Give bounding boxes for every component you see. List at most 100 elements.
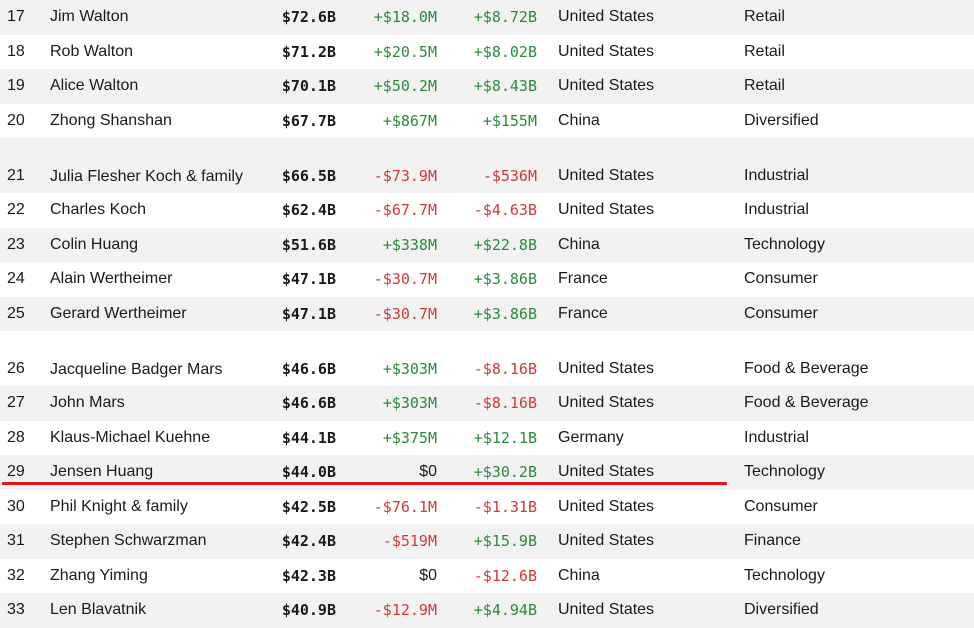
table-row[interactable]: 27 John Mars $46.6B +$303M -$8.16B Unite… — [0, 386, 974, 421]
industry-cell: Retail — [744, 8, 785, 25]
table-row[interactable]: 25 Gerard Wertheimer $47.1B -$30.7M +$3.… — [0, 296, 974, 331]
industry-cell: Industrial — [744, 201, 809, 218]
industry-cell: Industrial — [744, 166, 809, 184]
ytd-change-cell: -$1.31B — [473, 497, 537, 516]
last-change-cell: -$12.9M — [373, 601, 437, 619]
rank-cell: 31 — [7, 532, 25, 549]
name-cell[interactable]: Phil Knight & family — [50, 497, 188, 515]
rank-cell: 23 — [7, 235, 25, 253]
last-change-cell: -$30.7M — [373, 270, 437, 288]
table-row[interactable]: 32 Zhang Yiming $42.3B $0 -$12.6B China … — [0, 558, 974, 593]
country-cell: United States — [558, 601, 655, 618]
industry-cell: Industrial — [744, 428, 809, 446]
name-cell[interactable]: Len Blavatnik — [50, 601, 147, 618]
name-cell[interactable]: Alice Walton — [50, 77, 139, 94]
ytd-change-cell: +$8.43B — [473, 77, 537, 95]
rank-cell: 26 — [7, 359, 25, 377]
last-change-cell: -$30.7M — [373, 304, 437, 323]
last-change-cell: +$20.5M — [373, 42, 437, 61]
rank-cell: 27 — [7, 394, 25, 411]
net-worth-cell: $47.1B — [281, 270, 336, 288]
name-cell[interactable]: Jensen Huang — [50, 463, 154, 480]
name-text: Julia Flesher Koch & family — [50, 168, 243, 185]
name-cell[interactable]: Gerard Wertheimer — [50, 304, 187, 322]
rank-cell: 21 — [7, 166, 25, 184]
last-change-cell: +$50.2M — [373, 77, 437, 95]
name-cell[interactable]: Jacqueline Badger Mars — [50, 331, 250, 386]
ytd-change-cell: +$4.94B — [473, 601, 537, 619]
rank-cell: 29 — [7, 463, 25, 480]
table-row[interactable]: 31 Stephen Schwarzman $42.4B -$519M +$15… — [0, 524, 974, 559]
country-cell: United States — [558, 497, 655, 515]
table-row[interactable]: 24 Alain Wertheimer $47.1B -$30.7M +$3.8… — [0, 262, 974, 297]
country-cell: United States — [558, 42, 655, 60]
rank-cell: 25 — [7, 304, 25, 322]
industry-cell: Technology — [744, 566, 825, 584]
net-worth-cell: $42.5B — [281, 497, 336, 516]
net-worth-cell: $44.0B — [281, 463, 336, 481]
last-change-cell: +$303M — [382, 394, 437, 412]
country-cell: United States — [558, 532, 655, 549]
net-worth-cell: $42.3B — [281, 566, 336, 585]
table-row[interactable]: 20 Zhong Shanshan $67.7B +$867M +$155M C… — [0, 103, 974, 138]
net-worth-cell: $46.6B — [281, 394, 336, 412]
industry-cell: Technology — [744, 235, 825, 253]
table-row[interactable]: 26 Jacqueline Badger Mars $46.6B +$303M … — [0, 331, 974, 386]
name-cell[interactable]: Alain Wertheimer — [50, 270, 173, 287]
net-worth-cell: $51.6B — [281, 235, 336, 254]
name-cell[interactable]: Julia Flesher Koch & family — [50, 138, 250, 193]
country-cell: United States — [558, 77, 655, 94]
country-cell: China — [558, 111, 600, 129]
country-cell: United States — [558, 166, 655, 184]
last-change-cell: $0 — [419, 463, 437, 480]
name-cell[interactable]: Klaus-Michael Kuehne — [50, 428, 211, 446]
name-cell[interactable]: Stephen Schwarzman — [50, 532, 207, 549]
industry-cell: Food & Beverage — [744, 359, 869, 377]
last-change-cell: -$519M — [382, 532, 437, 550]
industry-cell: Retail — [744, 42, 785, 60]
industry-cell: Diversified — [744, 601, 819, 618]
name-cell[interactable]: Colin Huang — [50, 235, 139, 253]
country-cell: China — [558, 235, 600, 253]
table-row[interactable]: 22 Charles Koch $62.4B -$67.7M -$4.63B U… — [0, 193, 974, 228]
net-worth-cell: $47.1B — [281, 304, 336, 323]
country-cell: United States — [558, 8, 655, 25]
name-cell[interactable]: Zhang Yiming — [50, 566, 148, 584]
country-cell: Germany — [558, 428, 624, 446]
highlight-underline — [2, 482, 727, 485]
table-row[interactable]: 21 Julia Flesher Koch & family $66.5B -$… — [0, 138, 974, 193]
table-row[interactable]: 23 Colin Huang $51.6B +$338M +$22.8B Chi… — [0, 227, 974, 262]
ytd-change-cell: -$536M — [482, 166, 537, 185]
name-text: Jacqueline Badger Mars — [50, 361, 223, 378]
industry-cell: Retail — [744, 77, 785, 94]
country-cell: United States — [558, 201, 655, 218]
net-worth-cell: $46.6B — [281, 359, 336, 378]
industry-cell: Consumer — [744, 497, 818, 515]
ytd-change-cell: -$8.16B — [473, 394, 537, 412]
rank-cell: 32 — [7, 566, 25, 584]
table-row[interactable]: 19 Alice Walton $70.1B +$50.2M +$8.43B U… — [0, 69, 974, 104]
ytd-change-cell: +$12.1B — [473, 428, 537, 447]
ytd-change-cell: +$15.9B — [473, 532, 537, 550]
ytd-change-cell: +$3.86B — [473, 270, 537, 288]
country-cell: United States — [558, 359, 655, 377]
rank-cell: 17 — [7, 8, 25, 25]
net-worth-cell: $66.5B — [281, 166, 336, 185]
net-worth-cell: $72.6B — [281, 8, 336, 26]
table-row[interactable]: 18 Rob Walton $71.2B +$20.5M +$8.02B Uni… — [0, 34, 974, 69]
ytd-change-cell: +$155M — [482, 111, 537, 130]
rank-cell: 30 — [7, 497, 25, 515]
table-row[interactable]: 33 Len Blavatnik $40.9B -$12.9M +$4.94B … — [0, 593, 974, 628]
table-row[interactable]: 17 Jim Walton $72.6B +$18.0M +$8.72B Uni… — [0, 0, 974, 35]
ytd-change-cell: -$12.6B — [473, 566, 537, 585]
name-cell[interactable]: Jim Walton — [50, 8, 129, 25]
name-cell[interactable]: Charles Koch — [50, 201, 147, 218]
table-row[interactable]: 30 Phil Knight & family $42.5B -$76.1M -… — [0, 489, 974, 524]
table-row[interactable]: 28 Klaus-Michael Kuehne $44.1B +$375M +$… — [0, 420, 974, 455]
name-cell[interactable]: Zhong Shanshan — [50, 111, 172, 129]
last-change-cell: $0 — [419, 566, 437, 584]
name-cell[interactable]: John Mars — [50, 394, 125, 411]
ytd-change-cell: -$8.16B — [473, 359, 537, 378]
net-worth-cell: $42.4B — [281, 532, 336, 550]
name-cell[interactable]: Rob Walton — [50, 42, 133, 60]
